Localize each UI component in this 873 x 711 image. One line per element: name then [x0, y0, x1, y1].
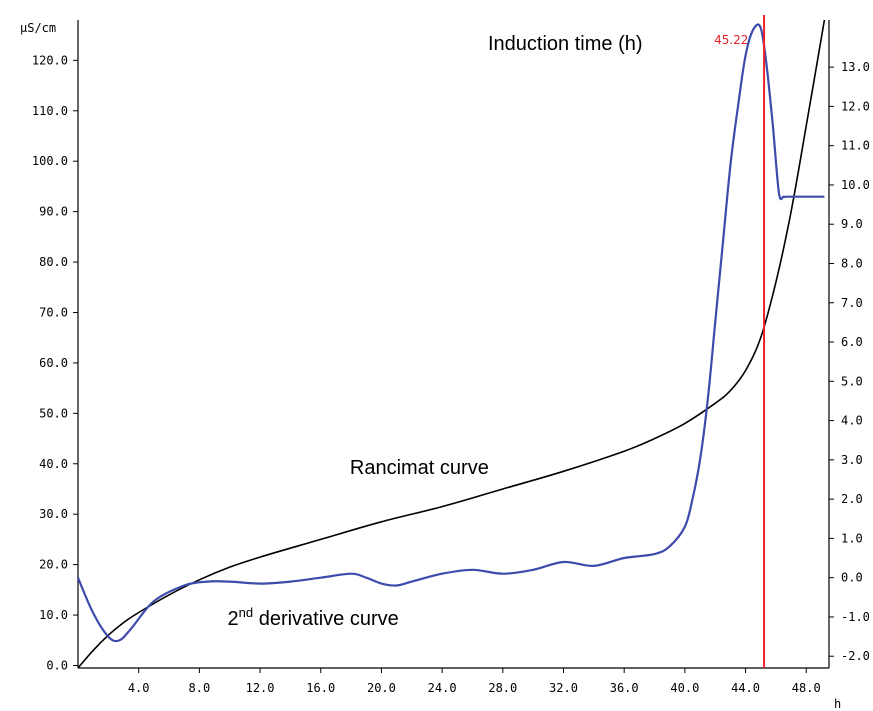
right-y-tick-label: 10.0: [841, 178, 870, 192]
left-y-tick-label: 0.0: [46, 658, 68, 672]
x-tick-label: 44.0: [731, 681, 760, 695]
right-y-tick-label: 5.0: [841, 374, 863, 388]
induction-time-value: 45.22: [714, 33, 748, 47]
right-y-tick-label: 0.0: [841, 571, 863, 585]
right-y-tick-label: 2.0: [841, 492, 863, 506]
left-y-tick-label: 30.0: [39, 507, 68, 521]
right-y-tick-label: 9.0: [841, 217, 863, 231]
derivative-curve-label: 2nd derivative curve: [228, 605, 399, 630]
left-y-tick-label: 50.0: [39, 406, 68, 420]
induction-time-label: Induction time (h): [488, 33, 643, 55]
derivative-label-num: 2: [228, 608, 239, 630]
left-y-tick-label: 100.0: [32, 154, 68, 168]
x-tick-label: 28.0: [488, 681, 517, 695]
right-y-axis-ticks: -2.0 -1.0 0.0 1.0 2.0 3.0 4.0 5.0 6.0 7.0 8.0 9.0 10…: [829, 60, 870, 663]
x-unit: h: [834, 697, 841, 711]
series-group: [76, 19, 826, 669]
right-y-tick-label: 1.0: [841, 531, 863, 545]
x-tick-label: 20.0: [367, 681, 396, 695]
x-tick-label: 40.0: [670, 681, 699, 695]
right-y-tick-label: 6.0: [841, 335, 863, 349]
x-axis-ticks: 4.0 8.0 12.0 16.0 20.0 24.0 28.0 32.0 36.0 40.0 44…: [128, 668, 821, 695]
x-tick-label: 48.0: [792, 681, 821, 695]
x-tick-label: 8.0: [189, 681, 211, 695]
right-y-tick-label: 8.0: [841, 256, 863, 270]
left-y-tick-label: 110.0: [32, 104, 68, 118]
x-tick-label: 32.0: [549, 681, 578, 695]
right-y-tick-label: -2.0: [841, 649, 870, 663]
rancimat-curve-label: Rancimat curve: [350, 457, 489, 479]
x-tick-label: 12.0: [246, 681, 275, 695]
rancimat-curve-line: [77, 19, 826, 669]
left-y-tick-label: 20.0: [39, 558, 68, 572]
derivative-curve-line: [76, 23, 825, 643]
left-y-unit: µS/cm: [20, 21, 56, 35]
right-y-tick-label: 7.0: [841, 296, 863, 310]
left-y-tick-label: 10.0: [39, 608, 68, 622]
left-y-tick-label: 60.0: [39, 356, 68, 370]
left-y-tick-label: 70.0: [39, 305, 68, 319]
right-y-tick-label: 4.0: [841, 414, 863, 428]
left-y-axis-ticks: 0.0 10.0 20.0 30.0 40.0 50.0 60.0 70.0 80.0 90.0 1…: [32, 53, 78, 672]
x-tick-label: 36.0: [610, 681, 639, 695]
x-tick-label: 16.0: [306, 681, 335, 695]
right-y-tick-label: 13.0: [841, 60, 870, 74]
right-y-tick-label: 3.0: [841, 453, 863, 467]
left-y-tick-label: 80.0: [39, 255, 68, 269]
x-tick-label: 4.0: [128, 681, 150, 695]
derivative-label-sup: nd: [239, 605, 253, 620]
right-y-tick-label: 11.0: [841, 139, 870, 153]
right-y-tick-label: 12.0: [841, 99, 870, 113]
left-y-tick-label: 90.0: [39, 205, 68, 219]
right-y-tick-label: -1.0: [841, 610, 870, 624]
derivative-label-rest: derivative curve: [253, 608, 399, 630]
left-y-tick-label: 40.0: [39, 457, 68, 471]
left-y-tick-label: 120.0: [32, 53, 68, 67]
x-tick-label: 24.0: [428, 681, 457, 695]
